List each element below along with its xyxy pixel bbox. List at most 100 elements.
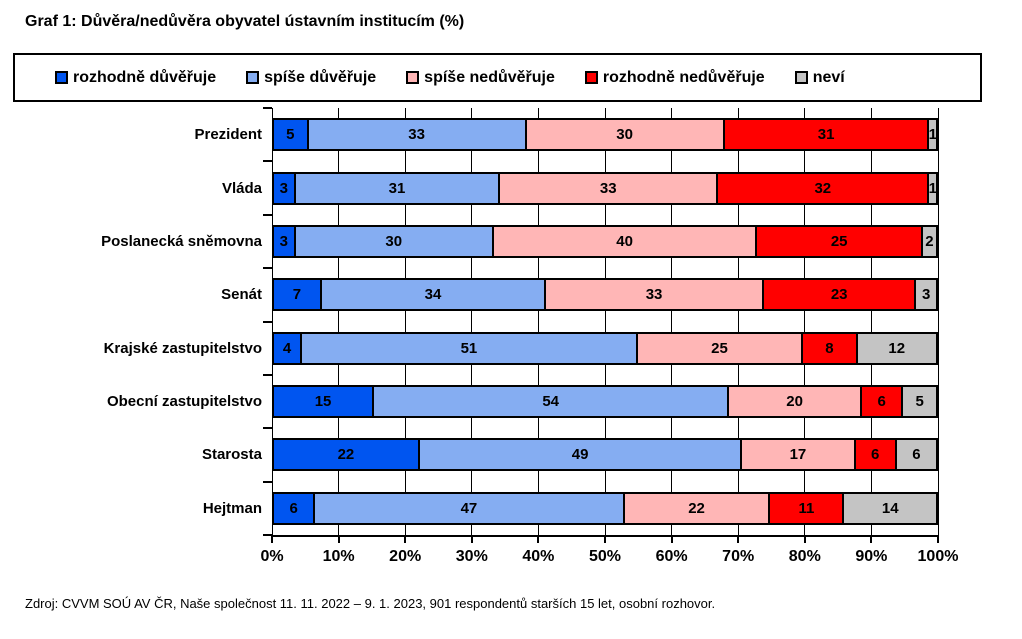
x-axis-tick-label: 60% [655,548,688,565]
bar-segment: 14 [842,491,938,525]
bar-value-label: 40 [616,232,633,250]
x-axis-tick-label: 90% [855,548,888,565]
bar-value-label: 5 [286,126,295,144]
x-axis-tick [470,535,473,543]
bar-segment: 5 [901,385,938,419]
bar-segment: 7 [272,278,322,312]
bar-segment: 31 [293,171,501,205]
legend-label: neví [812,68,845,86]
bar-row: 5 33 30 31 1 [272,118,938,152]
x-axis-tick [271,535,273,543]
legend-item: rozhodně důvěřuje [55,69,216,87]
gridline [271,108,273,535]
bar-segment: 2 [920,224,938,258]
y-axis-tick [263,373,272,376]
gridline [804,108,806,535]
bar-segment: 12 [855,331,938,365]
legend-label: rozhodně nedůvěřuje [602,68,765,86]
bar-value-label: 25 [830,232,848,250]
x-axis-tick-label: 100% [917,548,959,565]
bar-segment: 33 [306,118,527,152]
bar-segment: 3 [272,171,296,205]
bar-segment: 22 [622,491,771,525]
x-axis-tick-label: 30% [455,548,488,565]
x-axis-tick [737,535,740,543]
x-axis-tick-label: 70% [722,548,755,565]
bar-value-label: 32 [814,179,832,197]
bar-segment: 31 [722,118,930,152]
category-label: Starosta [201,446,262,464]
bar-segment: 22 [272,438,420,472]
category-label: Prezident [194,126,262,144]
bar-value-label: 3 [279,179,288,197]
bar-value-label: 20 [786,393,803,411]
legend-item: spíše nedůvěřuje [406,69,555,87]
legend-swatch [794,71,808,84]
x-axis-tick [803,535,806,543]
bar-value-label: 33 [599,179,617,197]
legend-swatch [584,71,598,84]
bar-value-label: 3 [922,286,931,304]
bar-segment: 34 [319,278,547,312]
x-axis-line [271,535,939,537]
bar-row: 15 54 20 6 5 [272,385,938,419]
bar-segment: 15 [272,385,375,419]
gridline [737,108,739,535]
bar-value-label: 22 [688,499,705,517]
x-axis-tick-label: 80% [788,548,821,565]
x-axis-tick-label: 0% [260,548,284,565]
x-axis-tick-label: 10% [322,548,355,565]
bar-value-label: 7 [292,286,302,304]
bar-value-label: 33 [645,286,663,304]
chart-legend: rozhodně důvěřuje spíše důvěřuje spíše ned… [13,53,982,102]
bar-value-label: 31 [388,179,406,197]
bar-value-label: 49 [571,446,589,464]
y-axis-tick [263,267,272,270]
bar-segment: 30 [524,118,725,152]
bar-segment: 25 [635,331,804,365]
bar-value-label: 15 [314,393,332,411]
y-axis-tick [263,320,272,323]
bar-value-label: 51 [460,339,478,357]
bar-value-label: 11 [798,499,815,517]
bar-value-label: 33 [408,126,425,144]
category-label: Obecní zastupitelstvo [106,393,262,411]
y-axis-tick [263,213,272,216]
bar-segment: 33 [498,171,719,205]
bar-segment: 5 [272,118,309,152]
bar-segment: 17 [740,438,856,472]
bar-value-label: 6 [870,446,880,464]
bar-value-label: 6 [289,499,298,517]
gridline [671,108,673,535]
category-label: Senát [221,286,262,304]
gridline [937,108,939,535]
bar-value-label: 22 [337,446,355,464]
bar-value-label: 47 [460,499,478,517]
bar-segment: 6 [272,491,316,525]
bar-value-label: 4 [282,339,292,357]
chart-title: Graf 1: Důvěra/nedůvěra obyvatel ústavní… [25,13,465,30]
legend-item: spíše důvěřuje [246,69,376,87]
bar-row: 22 49 17 6 6 [272,438,938,472]
bar-value-label: 2 [925,232,934,250]
bar-value-label: 34 [424,286,442,304]
bar-value-label: 12 [888,339,906,357]
legend-swatch [246,71,260,84]
bar-segment: 6 [894,438,938,472]
bar-row: 3 30 40 25 2 [272,224,938,258]
gridline [338,108,340,535]
bar-row: 4 51 25 8 12 [272,331,938,365]
legend-label: rozhodně důvěřuje [73,68,217,86]
legend-swatch [55,71,68,84]
x-axis-tick [537,535,540,543]
y-axis-tick [263,480,272,483]
bar-segment: 33 [544,278,764,312]
bar-value-label: 6 [912,446,921,464]
bar-segment: 1 [927,171,938,205]
x-axis-tick [937,535,939,543]
bar-segment: 3 [272,224,296,258]
bar-segment: 3 [914,278,938,312]
category-label: Krajské zastupitelstvo [103,339,262,357]
